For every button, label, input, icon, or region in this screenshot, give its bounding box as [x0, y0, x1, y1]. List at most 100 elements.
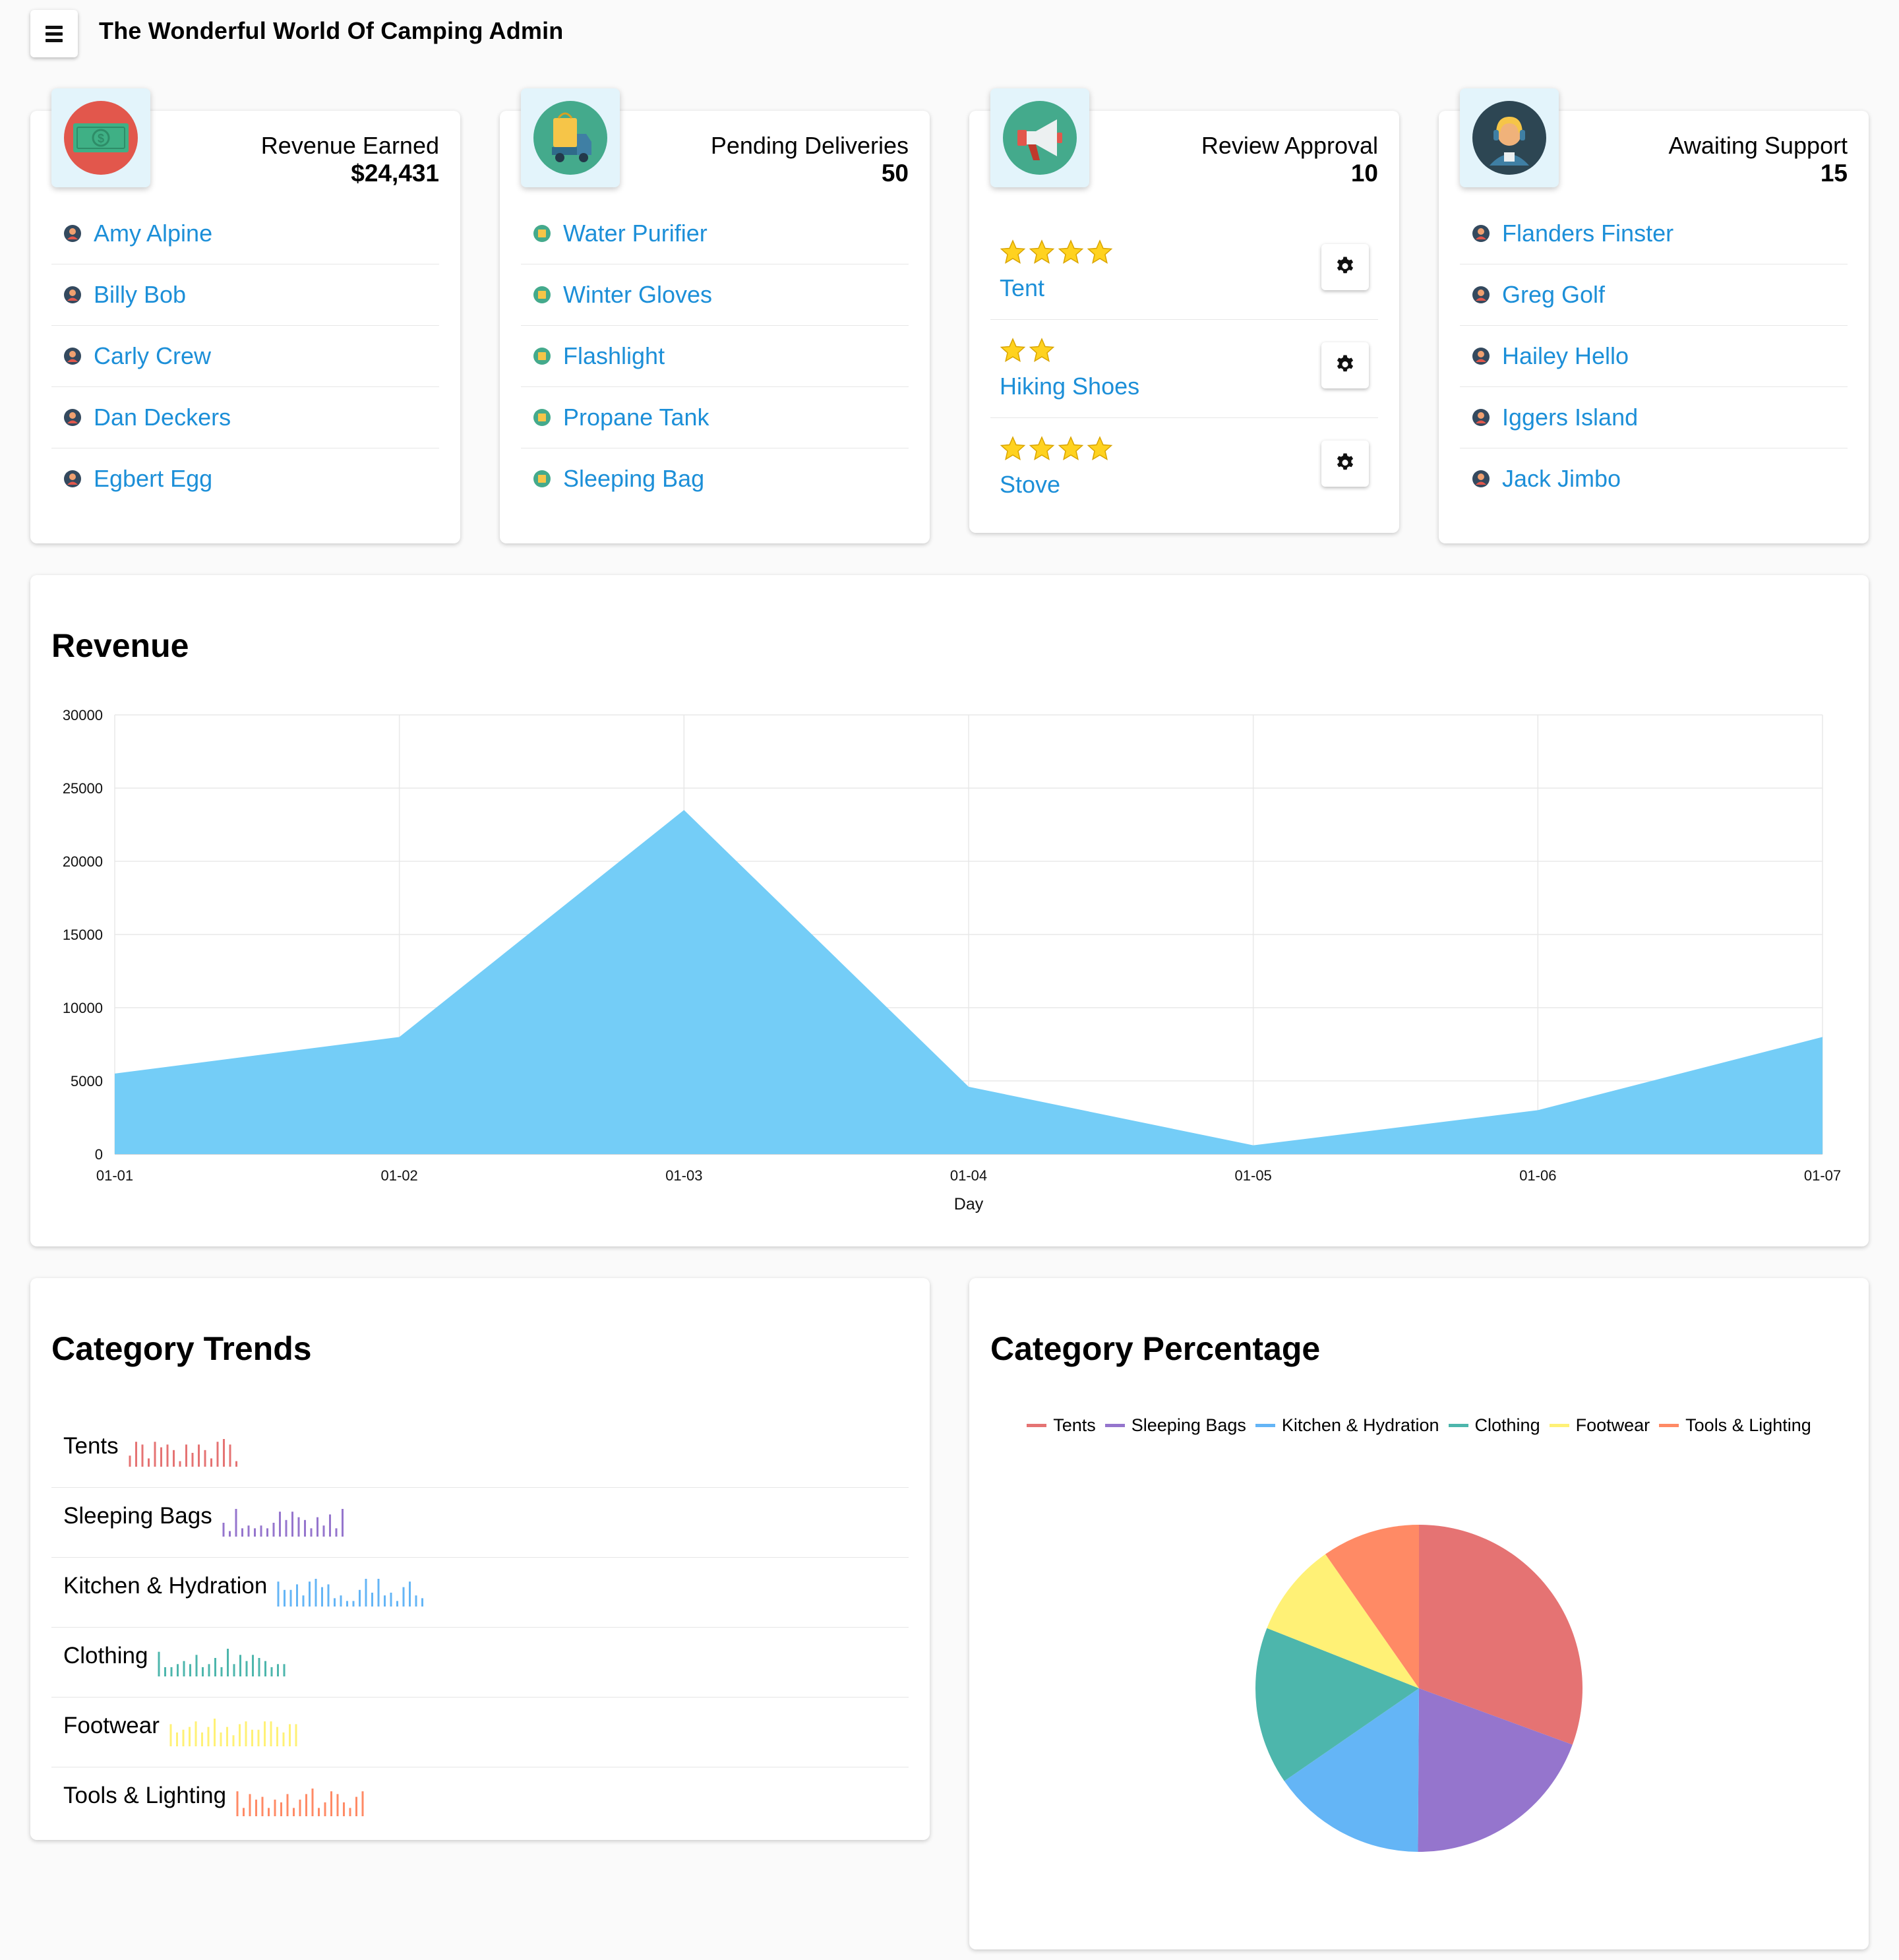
- list-item-link[interactable]: Jack Jimbo: [1502, 465, 1621, 492]
- x-tick-label: 01-05: [1235, 1167, 1272, 1184]
- list-item-link[interactable]: Propane Tank: [563, 404, 709, 431]
- y-axis: 0 5000 10000 15000 20000 25000 30000: [63, 707, 103, 1163]
- trend-row: Clothing: [51, 1628, 909, 1698]
- review-product-link[interactable]: Stove: [1000, 471, 1061, 498]
- y-tick-label: 20000: [63, 853, 103, 870]
- awaiting-support-card: Awaiting Support 15 Flanders Finster Gre…: [1439, 88, 1869, 543]
- list-item-link[interactable]: Egbert Egg: [94, 465, 213, 492]
- pending-deliveries-card: Pending Deliveries 50 Water Purifier Win…: [500, 88, 930, 543]
- list-item-link[interactable]: Hailey Hello: [1502, 342, 1629, 369]
- star-icon: [1058, 436, 1084, 461]
- list-item[interactable]: Jack Jimbo: [1460, 448, 1848, 509]
- sparkline-sleeping-bags: [222, 1508, 344, 1537]
- review-settings-button[interactable]: [1321, 244, 1369, 290]
- list-item[interactable]: Propane Tank: [521, 387, 909, 448]
- list-item[interactable]: Greg Golf: [1460, 264, 1848, 326]
- list-item[interactable]: Dan Deckers: [51, 387, 439, 448]
- legend-item-tools-lighting[interactable]: Tools & Lighting: [1659, 1415, 1811, 1436]
- stat-label: Awaiting Support: [1668, 132, 1848, 159]
- stat-label: Revenue Earned: [260, 132, 439, 159]
- y-tick-label: 0: [95, 1146, 103, 1163]
- legend-label: Kitchen & Hydration: [1281, 1415, 1439, 1435]
- pie-slice-tools-lighting: [1325, 1525, 1419, 1688]
- customer-list: Amy Alpine Billy Bob Carly Crew Dan Deck…: [51, 203, 439, 509]
- pie-legend: Tents Sleeping Bags Kitchen & Hydration …: [969, 1415, 1869, 1436]
- trend-row: Tools & Lighting: [51, 1767, 909, 1837]
- gear-icon: [1337, 257, 1354, 274]
- list-item-link[interactable]: Water Purifier: [563, 220, 708, 247]
- list-item-link[interactable]: Carly Crew: [94, 342, 212, 369]
- list-item[interactable]: Winter Gloves: [521, 264, 909, 326]
- list-item-link[interactable]: Sleeping Bag: [563, 465, 705, 492]
- legend-swatch: [1255, 1424, 1275, 1427]
- trend-name: Sleeping Bags: [63, 1502, 212, 1529]
- list-item-link[interactable]: Greg Golf: [1502, 281, 1606, 308]
- pie-slice-clothing: [1255, 1628, 1419, 1781]
- user-avatar-icon: [1472, 470, 1490, 487]
- trend-row: Kitchen & Hydration: [51, 1558, 909, 1628]
- menu-button[interactable]: [30, 10, 78, 57]
- sparkline-kitchen-hydration: [277, 1578, 424, 1607]
- x-tick-label: 01-06: [1519, 1167, 1556, 1184]
- star-icon: [1029, 436, 1055, 461]
- delivery-truck-icon: [533, 101, 607, 175]
- legend-swatch: [1027, 1424, 1047, 1427]
- list-item[interactable]: Flashlight: [521, 326, 909, 387]
- review-product-link[interactable]: Tent: [1000, 274, 1045, 301]
- legend-label: Tents: [1053, 1415, 1096, 1435]
- sparkline-clothing: [158, 1648, 286, 1676]
- list-item[interactable]: Billy Bob: [51, 264, 439, 326]
- stat-icon-box: [521, 88, 620, 187]
- list-item[interactable]: Sleeping Bag: [521, 448, 909, 509]
- revenue-area-series: [115, 810, 1823, 1154]
- review-settings-button[interactable]: [1321, 342, 1369, 388]
- legend-swatch: [1549, 1424, 1569, 1427]
- pie-slice-tents: [1419, 1525, 1582, 1745]
- stat-icon-box: $: [51, 88, 150, 187]
- star-rating: [1000, 337, 1055, 363]
- list-item-link[interactable]: Iggers Island: [1502, 404, 1639, 431]
- legend-item-footwear[interactable]: Footwear: [1549, 1415, 1650, 1436]
- star-icon: [1058, 239, 1084, 264]
- list-item-link[interactable]: Flanders Finster: [1502, 220, 1674, 247]
- trend-name: Clothing: [63, 1642, 148, 1669]
- list-item[interactable]: Water Purifier: [521, 203, 909, 264]
- pie-slice-footwear: [1267, 1554, 1419, 1688]
- revenue-title: Revenue: [51, 627, 189, 664]
- list-item[interactable]: Iggers Island: [1460, 387, 1848, 448]
- x-tick-label: 01-01: [96, 1167, 133, 1184]
- legend-item-kitchen-hydration[interactable]: Kitchen & Hydration: [1255, 1415, 1439, 1436]
- list-item-link[interactable]: Billy Bob: [94, 281, 187, 308]
- x-axis-title: Day: [954, 1195, 984, 1213]
- stat-label: Pending Deliveries: [710, 132, 909, 159]
- legend-item-sleeping-bags[interactable]: Sleeping Bags: [1104, 1415, 1246, 1436]
- trend-list: Tents Sleeping Bags Kitchen & Hydration …: [51, 1418, 909, 1837]
- list-item[interactable]: Amy Alpine: [51, 203, 439, 264]
- package-icon: [533, 409, 551, 426]
- list-item[interactable]: Egbert Egg: [51, 448, 439, 509]
- legend-item-tents[interactable]: Tents: [1027, 1415, 1096, 1436]
- list-item[interactable]: Flanders Finster: [1460, 203, 1848, 264]
- pie-slices: [1255, 1525, 1582, 1852]
- review-item: Hiking Shoes: [990, 320, 1378, 418]
- review-product-link[interactable]: Hiking Shoes: [1000, 373, 1140, 400]
- list-item-link[interactable]: Winter Gloves: [563, 281, 713, 308]
- review-settings-button[interactable]: [1321, 441, 1369, 487]
- legend-item-clothing[interactable]: Clothing: [1448, 1415, 1540, 1436]
- package-icon: [533, 470, 551, 487]
- gear-icon: [1337, 355, 1354, 372]
- list-item-link[interactable]: Amy Alpine: [94, 220, 213, 247]
- y-tick-label: 5000: [71, 1073, 103, 1089]
- stat-icon-box: [1460, 88, 1559, 187]
- trend-name: Kitchen & Hydration: [63, 1572, 268, 1599]
- list-item-link[interactable]: Flashlight: [563, 342, 665, 369]
- package-icon: [533, 348, 551, 365]
- user-avatar-icon: [64, 470, 81, 487]
- list-item[interactable]: Carly Crew: [51, 326, 439, 387]
- list-item[interactable]: Hailey Hello: [1460, 326, 1848, 387]
- list-item-link[interactable]: Dan Deckers: [94, 404, 231, 431]
- user-avatar-icon: [64, 348, 81, 365]
- x-tick-label: 01-03: [665, 1167, 702, 1184]
- user-avatar-icon: [64, 409, 81, 426]
